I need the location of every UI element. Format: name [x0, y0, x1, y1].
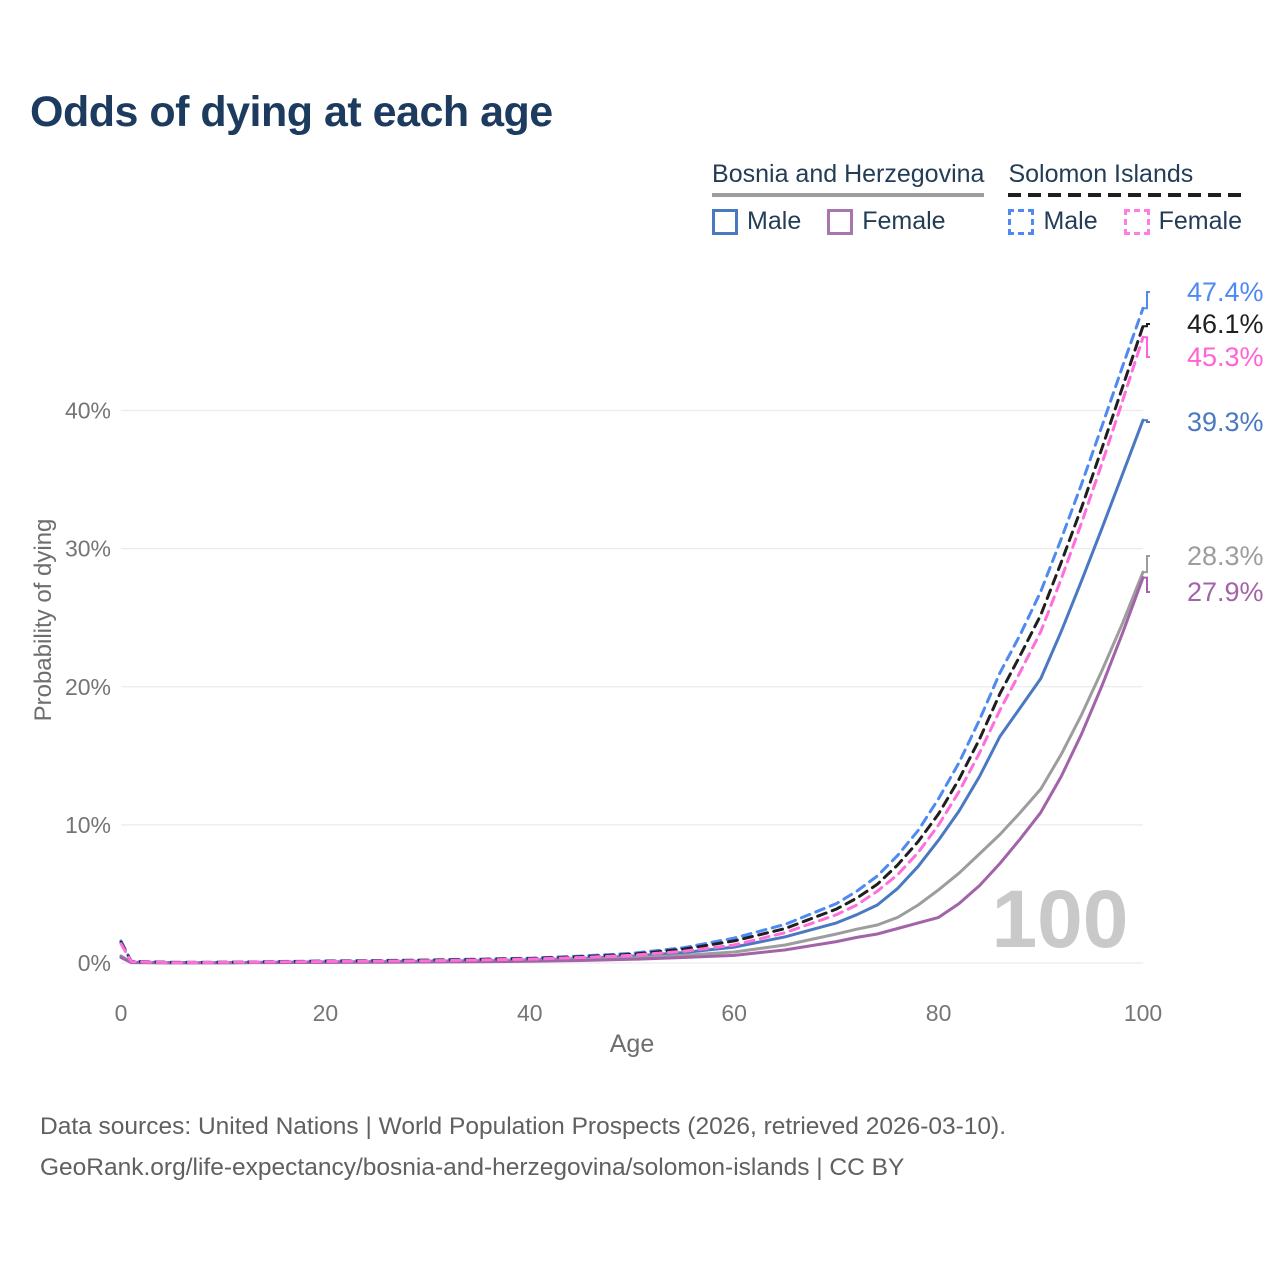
end-label-solomon-islands-both-sexes: 46.1% [1187, 309, 1264, 339]
solomon-islands-flag-icon [1150, 308, 1183, 341]
legend-item-label: Male [1043, 207, 1098, 235]
legend-country-label-bosnia-and-herzegovina: Bosnia and Herzegovina [712, 160, 985, 197]
y-tick-40: 40% [65, 398, 111, 424]
end-label-solomon-islands-male: 47.4% [1187, 277, 1264, 307]
page-title: Odds of dying at each age [30, 88, 553, 136]
x-tick-80: 80 [926, 1000, 952, 1026]
series-line-solomon-islands-male [119, 306, 1145, 964]
axis-tick-labels: 0% 10% 20% 30% 40% 0 20 40 60 80 100 [65, 398, 1162, 1027]
legend-swatch-icon [827, 208, 854, 235]
legend-item-bosnia-and-herzegovina-male[interactable]: Male [712, 207, 801, 236]
legend-group-bosnia-and-herzegovina: Bosnia and Herzegovina Male Female [712, 160, 985, 236]
connector-bosnia-and-herzegovina-female [1143, 576, 1150, 593]
legend-swatch-icon [712, 208, 739, 235]
solomon-islands-flag-icon [1150, 341, 1183, 374]
series-line-bosnia-and-herzegovina-female [119, 576, 1145, 965]
x-tick-40: 40 [517, 1000, 543, 1026]
end-label-bosnia-and-herzegovina-female: 27.9% [1187, 577, 1264, 607]
legend-swatch-icon [1008, 208, 1035, 235]
x-tick-0: 0 [115, 1000, 128, 1026]
legend-items: Male Female [1008, 207, 1242, 236]
label-connectors [1143, 291, 1150, 593]
gridlines [121, 409, 1143, 964]
series-line-solomon-islands-both-sexes [119, 324, 1145, 964]
legend-item-label: Male [747, 207, 802, 235]
source-url-line: GeoRank.org/life-expectancy/bosnia-and-h… [40, 1154, 905, 1181]
series-lines [119, 306, 1145, 965]
bosnia-and-herzegovina-flag-icon [1150, 576, 1183, 609]
end-label-solomon-islands-female: 45.3% [1187, 342, 1264, 372]
end-label-bosnia-and-herzegovina-both-sexes: 28.3% [1187, 541, 1264, 571]
x-tick-60: 60 [721, 1000, 747, 1026]
bosnia-and-herzegovina-flag-icon [1150, 540, 1183, 573]
y-tick-20: 20% [65, 674, 111, 700]
legend-underline-bosnia-and-herzegovina [712, 193, 985, 197]
legend-item-label: Female [862, 207, 946, 235]
connector-bosnia-and-herzegovina-both-sexes [1143, 555, 1150, 574]
connector-bosnia-and-herzegovina-male [1143, 419, 1150, 423]
series-line-bosnia-and-herzegovina-male [119, 418, 1145, 965]
connector-solomon-islands-male [1143, 291, 1150, 310]
legend-country-label-solomon-islands: Solomon Islands [1008, 160, 1242, 197]
solomon-islands-flag-icon [1150, 276, 1183, 309]
legend-item-label: Female [1158, 207, 1242, 235]
legend-underline-solomon-islands [1008, 193, 1242, 197]
legend: Bosnia and Herzegovina Male Female Solomon … [712, 160, 1242, 236]
series-line-solomon-islands-female [119, 335, 1145, 965]
x-tick-100: 100 [1124, 1000, 1162, 1026]
flag-icons [1150, 276, 1183, 609]
footer: Data sources: United Nations | World Pop… [40, 1106, 1006, 1188]
y-tick-10: 10% [65, 812, 111, 838]
bosnia-and-herzegovina-flag-icon [1150, 406, 1183, 439]
end-value-labels: 47.4%46.1%45.3% 39.3% 28.3% 27.9% [1187, 277, 1264, 607]
y-tick-30: 30% [65, 536, 111, 562]
x-axis-title: Age [609, 1030, 655, 1058]
y-tick-0: 0% [78, 950, 111, 976]
legend-item-bosnia-and-herzegovina-female[interactable]: Female [827, 207, 946, 236]
legend-swatch-icon [1123, 208, 1150, 235]
connector-solomon-islands-female [1143, 336, 1150, 358]
legend-item-solomon-islands-male[interactable]: Male [1008, 207, 1098, 236]
series-line-bosnia-and-herzegovina-both-sexes [119, 570, 1145, 965]
connector-solomon-islands-both-sexes [1143, 323, 1150, 328]
legend-item-solomon-islands-female[interactable]: Female [1123, 207, 1242, 236]
end-label-bosnia-and-herzegovina-male: 39.3% [1187, 407, 1264, 437]
x-tick-20: 20 [313, 1000, 339, 1026]
age-counter-watermark: 100 [992, 874, 1129, 965]
legend-group-solomon-islands: Solomon Islands Male Female [1008, 160, 1242, 236]
data-sources-line: Data sources: United Nations | World Pop… [40, 1113, 1007, 1140]
legend-items: Male Female [712, 207, 984, 236]
